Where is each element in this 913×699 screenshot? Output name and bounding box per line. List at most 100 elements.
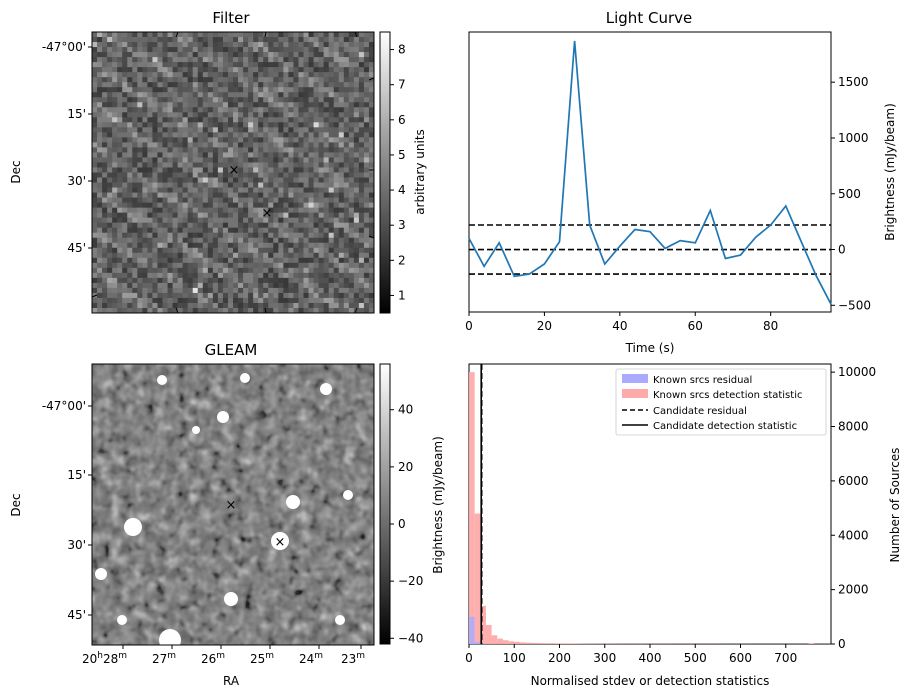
histogram-bar (502, 640, 509, 644)
histogram-bar (474, 513, 481, 644)
colorbar-tick-label: 3 (398, 218, 406, 232)
histogram-x-ticks: 0 100 200 300 400 500 600 700 (465, 644, 797, 665)
lightcurve-series-line (468, 40, 832, 305)
colorbar-tick-label: 20 (398, 460, 413, 474)
ra-tick-label: 27m (152, 651, 176, 666)
histogram-bar (548, 643, 554, 644)
x-tick-label: 100 (503, 651, 526, 665)
histogram-bar (525, 642, 532, 644)
y-tick-label: 45' (67, 608, 86, 622)
histogram-legend: Known srcs residual Known srcs detection… (615, 368, 827, 436)
gleam-reference-marker: × (275, 535, 286, 550)
y-tick-label: 4000 (838, 528, 869, 542)
gleam-image (92, 364, 374, 645)
lightcurve-panel: Light Curve 0 20 40 60 80 −500 0 500 1000 1500 T… (465, 9, 897, 355)
y-tick-label: 500 (838, 187, 861, 201)
x-tick-label: 300 (593, 651, 616, 665)
lightcurve-x-ticks: 0 20 40 60 80 (465, 312, 778, 333)
filter-y-ticks: -47°00' 15' 30' 45' (42, 40, 92, 255)
y-tick-label: -47°00' (42, 40, 86, 54)
legend-label-detection: Known srcs detection statistic (653, 390, 802, 401)
filter-image (92, 32, 375, 314)
histogram-y-label: Number of Sources (888, 448, 902, 563)
colorbar-tick-label: 6 (398, 113, 406, 127)
x-tick-label: 0 (465, 319, 473, 333)
x-tick-label: 0 (465, 651, 473, 665)
y-tick-label: 6000 (838, 474, 869, 488)
legend-swatch-detection (622, 389, 648, 398)
histogram-bar (514, 641, 520, 644)
colorbar-tick-label: 4 (398, 183, 406, 197)
histogram-bar (553, 643, 560, 644)
ra-tick-label: 25m (250, 651, 274, 666)
lightcurve-x-label: Time (s) (625, 341, 675, 355)
filter-title: Filter (212, 9, 250, 27)
colorbar-tick-label: −40 (398, 631, 423, 645)
ra-tick-label: 24m (299, 651, 323, 666)
gleam-y-ticks: -47°00' 15' 30' 45' (42, 399, 92, 622)
y-tick-label: 15' (67, 468, 86, 482)
colorbar-tick-label: 5 (398, 148, 406, 162)
histogram-bar (542, 643, 549, 644)
x-tick-label: 400 (639, 651, 662, 665)
histogram-bar (808, 643, 815, 644)
gleam-colorbar-ticks: 40 20 0 −20 −40 (390, 403, 423, 645)
histogram-bar (491, 635, 498, 644)
histogram-x-label: Normalised stdev or detection statistics (531, 674, 770, 688)
y-tick-label: -47°00' (42, 399, 86, 413)
histogram-bar (497, 638, 503, 644)
x-tick-label: 200 (548, 651, 571, 665)
histogram-bar (565, 643, 571, 644)
filter-panel: Filter -47°00' 15' 30' 45' Dec × × 1 2 3 4 5 6 7 8… (9, 9, 427, 314)
y-tick-label: −500 (838, 298, 871, 312)
x-tick-label: 20 (537, 319, 552, 333)
legend-swatch-residual (622, 374, 648, 383)
filter-colorbar-ticks: 1 2 3 4 5 6 7 8 (390, 43, 406, 302)
colorbar-tick-label: −20 (398, 574, 423, 588)
lightcurve-frame (468, 31, 832, 313)
legend-label-residual: Known srcs residual (653, 375, 752, 386)
gleam-candidate-marker: × (226, 498, 237, 513)
x-tick-label: 500 (684, 651, 707, 665)
gleam-x-ticks: 20h28m 27m 26m 25m 24m 23m (82, 645, 365, 666)
filter-colorbar-label: arbitrary units (413, 129, 427, 215)
x-tick-label: 60 (688, 319, 703, 333)
histogram-bar (469, 372, 475, 644)
filter-y-label: Dec (9, 160, 23, 183)
gleam-title: GLEAM (205, 341, 258, 359)
x-tick-label: 600 (729, 651, 752, 665)
y-tick-label: 45' (67, 241, 86, 255)
y-tick-label: 1500 (838, 75, 869, 89)
legend-label-candidate-residual: Candidate residual (653, 406, 747, 417)
x-tick-label: 80 (763, 319, 778, 333)
lightcurve-y-ticks: −500 0 500 1000 1500 (831, 75, 871, 312)
ra-tick-label: 20h28m (82, 651, 127, 666)
histogram-y-ticks: 0 2000 4000 6000 8000 10000 (831, 365, 876, 651)
histogram-bar (485, 624, 492, 644)
colorbar-tick-label: 7 (398, 78, 406, 92)
filter-candidate-marker: × (229, 163, 240, 178)
colorbar-tick-label: 40 (398, 403, 413, 417)
ra-tick-label: 26m (201, 651, 225, 666)
y-tick-label: 15' (67, 107, 86, 121)
x-tick-label: 700 (774, 651, 797, 665)
colorbar-tick-label: 0 (398, 517, 406, 531)
lightcurve-title: Light Curve (606, 9, 692, 27)
ra-tick-label: 23m (341, 651, 365, 666)
histogram-bar (480, 605, 486, 644)
gleam-y-label: Dec (9, 493, 23, 516)
histogram-bar (508, 641, 515, 644)
colorbar-tick-label: 1 (398, 288, 406, 302)
gleam-frame (91, 363, 375, 646)
y-tick-label: 30' (67, 174, 86, 188)
filter-reference-marker: × (262, 206, 273, 221)
gleam-x-label: RA (223, 674, 240, 688)
filter-colorbar (379, 31, 391, 314)
legend-label-candidate-detection: Candidate detection statistic (653, 421, 797, 432)
histogram-bar (519, 642, 526, 644)
x-tick-label: 40 (612, 319, 627, 333)
gleam-panel: GLEAM × × -47°00'15 (9, 341, 445, 688)
y-tick-label: 30' (67, 538, 86, 552)
histogram-bar (469, 616, 475, 644)
gleam-colorbar-label: Brightness (mJy/beam) (431, 436, 445, 574)
